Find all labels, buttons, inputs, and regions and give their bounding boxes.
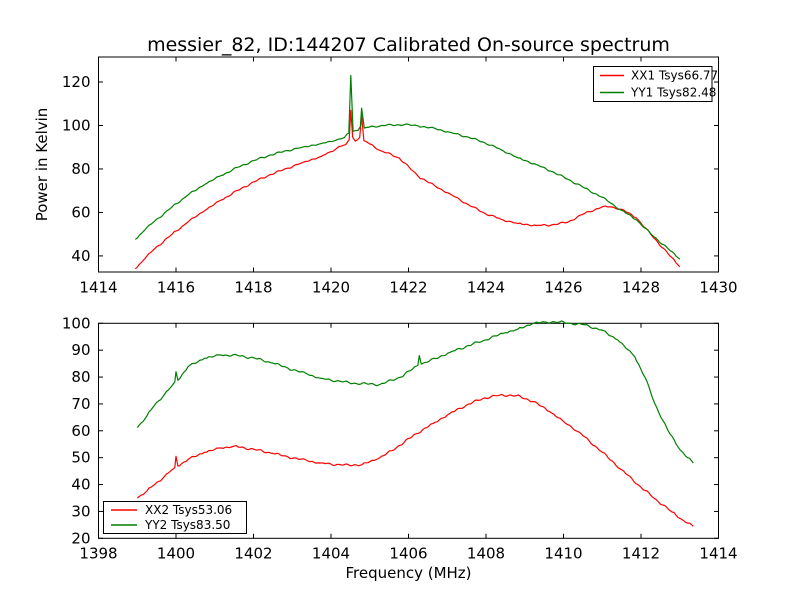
x-tick-label: 1416 bbox=[157, 279, 195, 297]
legend-label-xx1: XX1 Tsys66.77 bbox=[631, 69, 718, 83]
x-tick-label: 1412 bbox=[622, 545, 660, 563]
x-tick-label: 1428 bbox=[622, 279, 660, 297]
tick-marks bbox=[98, 322, 719, 539]
y-tick-label: 40 bbox=[71, 476, 90, 494]
y-tick-label: 30 bbox=[71, 502, 90, 520]
legend-top: XX1 Tsys66.77 YY1 Tsys82.48 bbox=[593, 66, 718, 102]
legend-box-bottom bbox=[103, 501, 247, 534]
series-xx2-line bbox=[136, 393, 694, 527]
y-tick-label: 40 bbox=[71, 247, 90, 265]
y-tick-label: 60 bbox=[71, 422, 90, 440]
chart-title: messier_82, ID:144207 Calibrated On-sour… bbox=[147, 34, 670, 56]
legend-label-xx2: XX2 Tsys53.06 bbox=[145, 503, 232, 517]
x-tick-label: 1410 bbox=[544, 545, 582, 563]
x-tick-label: 1422 bbox=[389, 279, 427, 297]
y-tick-label: 90 bbox=[71, 341, 90, 359]
bottom-axes: 1398 1400 1402 1404 1406 1408 1410 1412 1414 20 30… bbox=[62, 314, 738, 562]
y-tick-label: 60 bbox=[71, 203, 90, 221]
x-axis-label: Frequency (MHz) bbox=[345, 564, 471, 582]
series-yy2-line bbox=[136, 320, 694, 464]
y-tick-label: 80 bbox=[71, 368, 90, 386]
series-xx1-line bbox=[134, 109, 681, 270]
tick-labels: 1414 1416 1418 1420 1422 1424 1426 1428 1430 40 60… bbox=[62, 73, 738, 297]
legend-label-yy1: YY1 Tsys82.48 bbox=[630, 86, 716, 100]
y-tick-label: 20 bbox=[71, 529, 90, 547]
y-tick-label: 100 bbox=[62, 314, 91, 332]
y-tick-label: 70 bbox=[71, 395, 90, 413]
series-yy1-line bbox=[134, 74, 681, 260]
legend-label-yy2: YY2 Tsys83.50 bbox=[144, 518, 230, 532]
x-tick-label: 1418 bbox=[234, 279, 272, 297]
top-axes: 1414 1416 1418 1420 1422 1424 1426 1428 1430 40 60… bbox=[62, 56, 738, 297]
x-tick-label: 1420 bbox=[312, 279, 350, 297]
tick-labels: 1398 1400 1402 1404 1406 1408 1410 1412 1414 20 30… bbox=[62, 314, 738, 562]
x-tick-label: 1404 bbox=[312, 545, 350, 563]
legend-box-top bbox=[593, 66, 713, 102]
y-tick-label: 120 bbox=[62, 73, 91, 91]
tick-marks bbox=[98, 57, 719, 272]
y-tick-label: 100 bbox=[62, 116, 91, 134]
x-tick-label: 1400 bbox=[157, 545, 195, 563]
x-tick-label: 1402 bbox=[234, 545, 272, 563]
y-axis-label: Power in Kelvin bbox=[33, 108, 51, 222]
x-tick-label: 1430 bbox=[699, 279, 737, 297]
x-tick-label: 1408 bbox=[467, 545, 505, 563]
x-tick-label: 1398 bbox=[79, 545, 117, 563]
x-tick-label: 1426 bbox=[544, 279, 582, 297]
y-tick-label: 80 bbox=[71, 160, 90, 178]
y-tick-label: 50 bbox=[71, 449, 90, 467]
x-tick-label: 1406 bbox=[389, 545, 427, 563]
x-tick-label: 1424 bbox=[467, 279, 505, 297]
x-tick-label: 1414 bbox=[699, 545, 737, 563]
plot-dynamic-content: 1414 1416 1418 1420 1422 1424 1426 1428 1430 40 60… bbox=[62, 56, 738, 563]
legend-bottom: XX2 Tsys53.06 YY2 Tsys83.50 bbox=[103, 501, 247, 534]
x-tick-label: 1414 bbox=[79, 279, 117, 297]
